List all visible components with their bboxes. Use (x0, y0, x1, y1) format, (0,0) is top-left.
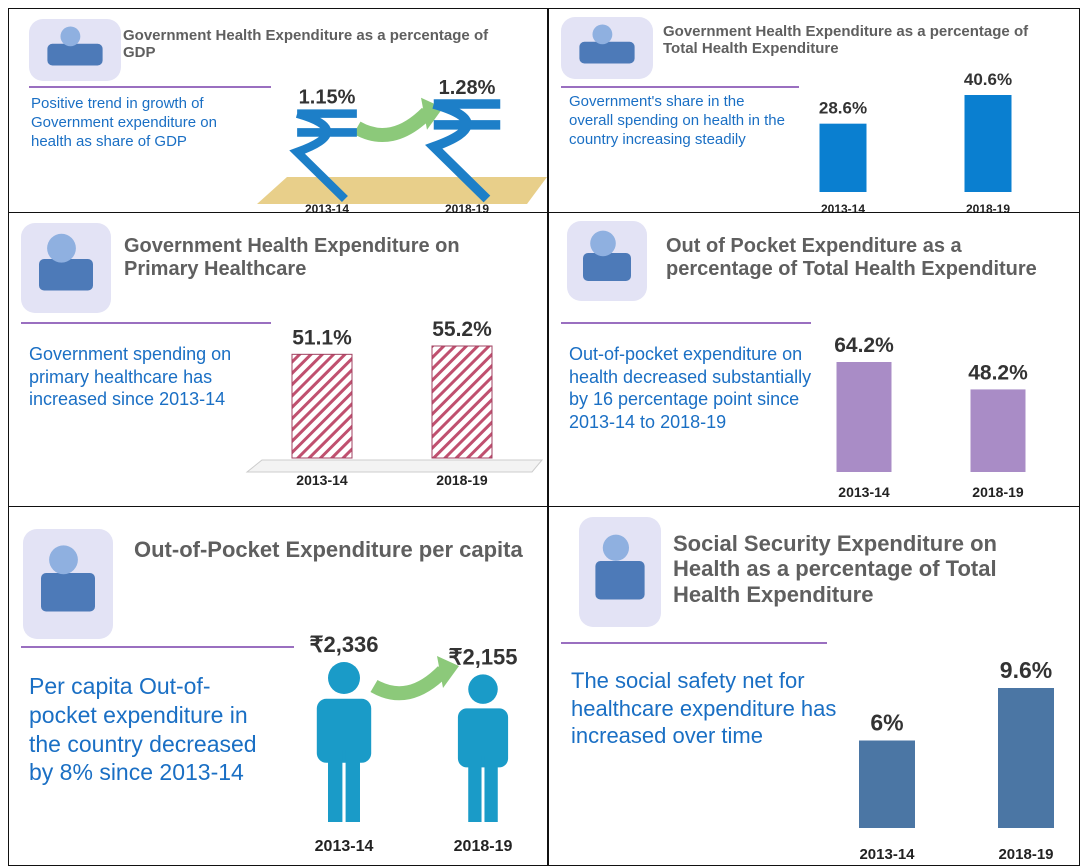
description: Government spending on primary healthcar… (29, 343, 269, 411)
person (317, 662, 371, 822)
value-label: ₹2,336 (309, 632, 378, 657)
panel-title: Government Health Expenditure as a perce… (663, 23, 1043, 58)
value-label: 6% (870, 710, 903, 736)
bar (432, 346, 492, 458)
value-label: 28.6% (819, 99, 867, 118)
panel-title: Out of Pocket Expenditure as a percentag… (666, 235, 1066, 281)
description: Positive trend in growth of Government e… (31, 95, 251, 151)
person-body (317, 699, 371, 763)
x-tick-label: 2018-19 (454, 838, 513, 855)
arrow (357, 113, 427, 135)
person-leg (346, 750, 360, 822)
x-tick-label: 2013-14 (315, 838, 374, 855)
description: The social safety net for healthcare exp… (571, 667, 841, 750)
value-label: 1.28% (439, 77, 496, 99)
floor (247, 460, 542, 472)
bar (837, 362, 892, 472)
bar (965, 95, 1012, 192)
floor (257, 177, 547, 204)
person-leg (328, 750, 342, 822)
bar (971, 389, 1026, 472)
value-label: ₹2,155 (448, 644, 517, 669)
panel-title: Out-of-Pocket Expenditure per capita (134, 537, 534, 562)
icon (579, 42, 634, 64)
icon (47, 234, 76, 263)
arrow (374, 671, 443, 693)
person-head (468, 674, 498, 704)
bar (859, 741, 915, 829)
infographic: 1.15% 2013-14 1.28% 2018-19 Government Healt… (0, 0, 1080, 866)
person (458, 674, 508, 822)
panel: 64.2% 2013-14 48.2% 2018-19 Out of Pocket Ex… (548, 212, 1080, 508)
value-label: 9.6% (1000, 657, 1052, 683)
panel-title: Government Health Expenditure on Primary… (124, 235, 524, 281)
value-label: 64.2% (834, 334, 894, 357)
x-tick-label: 2018-19 (436, 472, 488, 488)
icon (47, 44, 102, 66)
description: Per capita Out-of-pocket expenditure in … (29, 672, 269, 787)
panel-title: Social Security Expenditure on Health as… (673, 531, 1063, 607)
icon (592, 24, 612, 44)
value-label: 1.15% (299, 87, 356, 109)
icon (39, 259, 93, 291)
icon (60, 26, 80, 46)
x-tick-label: 2013-14 (296, 472, 348, 488)
icon (583, 253, 631, 281)
x-tick-label: 2018-19 (972, 484, 1024, 500)
x-tick-label: 2013-14 (859, 846, 915, 863)
icon (49, 545, 78, 574)
panel: 51.1% 2013-14 55.2% 2018-19 Government Healt… (8, 212, 548, 508)
bar (292, 354, 352, 458)
value-label: 55.2% (432, 318, 492, 341)
person-leg (468, 756, 481, 822)
x-tick-label: 2018-19 (998, 846, 1053, 863)
description: Government's share in the overall spendi… (569, 93, 789, 149)
description: Out-of-pocket expenditure on health decr… (569, 343, 819, 433)
icon (595, 561, 644, 600)
icon (603, 535, 629, 561)
panel: 6% 2013-14 9.6% 2018-19 Social Security Expe… (548, 506, 1080, 866)
icon (41, 573, 95, 612)
person-leg (484, 756, 497, 822)
panel-title: Government Health Expenditure as a perce… (123, 27, 503, 62)
bar (820, 124, 867, 192)
x-tick-label: 2013-14 (838, 484, 890, 500)
bar (998, 688, 1054, 828)
value-label: 51.1% (292, 326, 352, 349)
person-head (328, 662, 360, 694)
panel: ₹2,336 2013-14 ₹2,155 2018-19 Out-of-Pocket … (8, 506, 548, 866)
value-label: 48.2% (968, 361, 1028, 384)
person-body (458, 708, 508, 767)
icon (590, 231, 616, 257)
value-label: 40.6% (964, 70, 1012, 89)
